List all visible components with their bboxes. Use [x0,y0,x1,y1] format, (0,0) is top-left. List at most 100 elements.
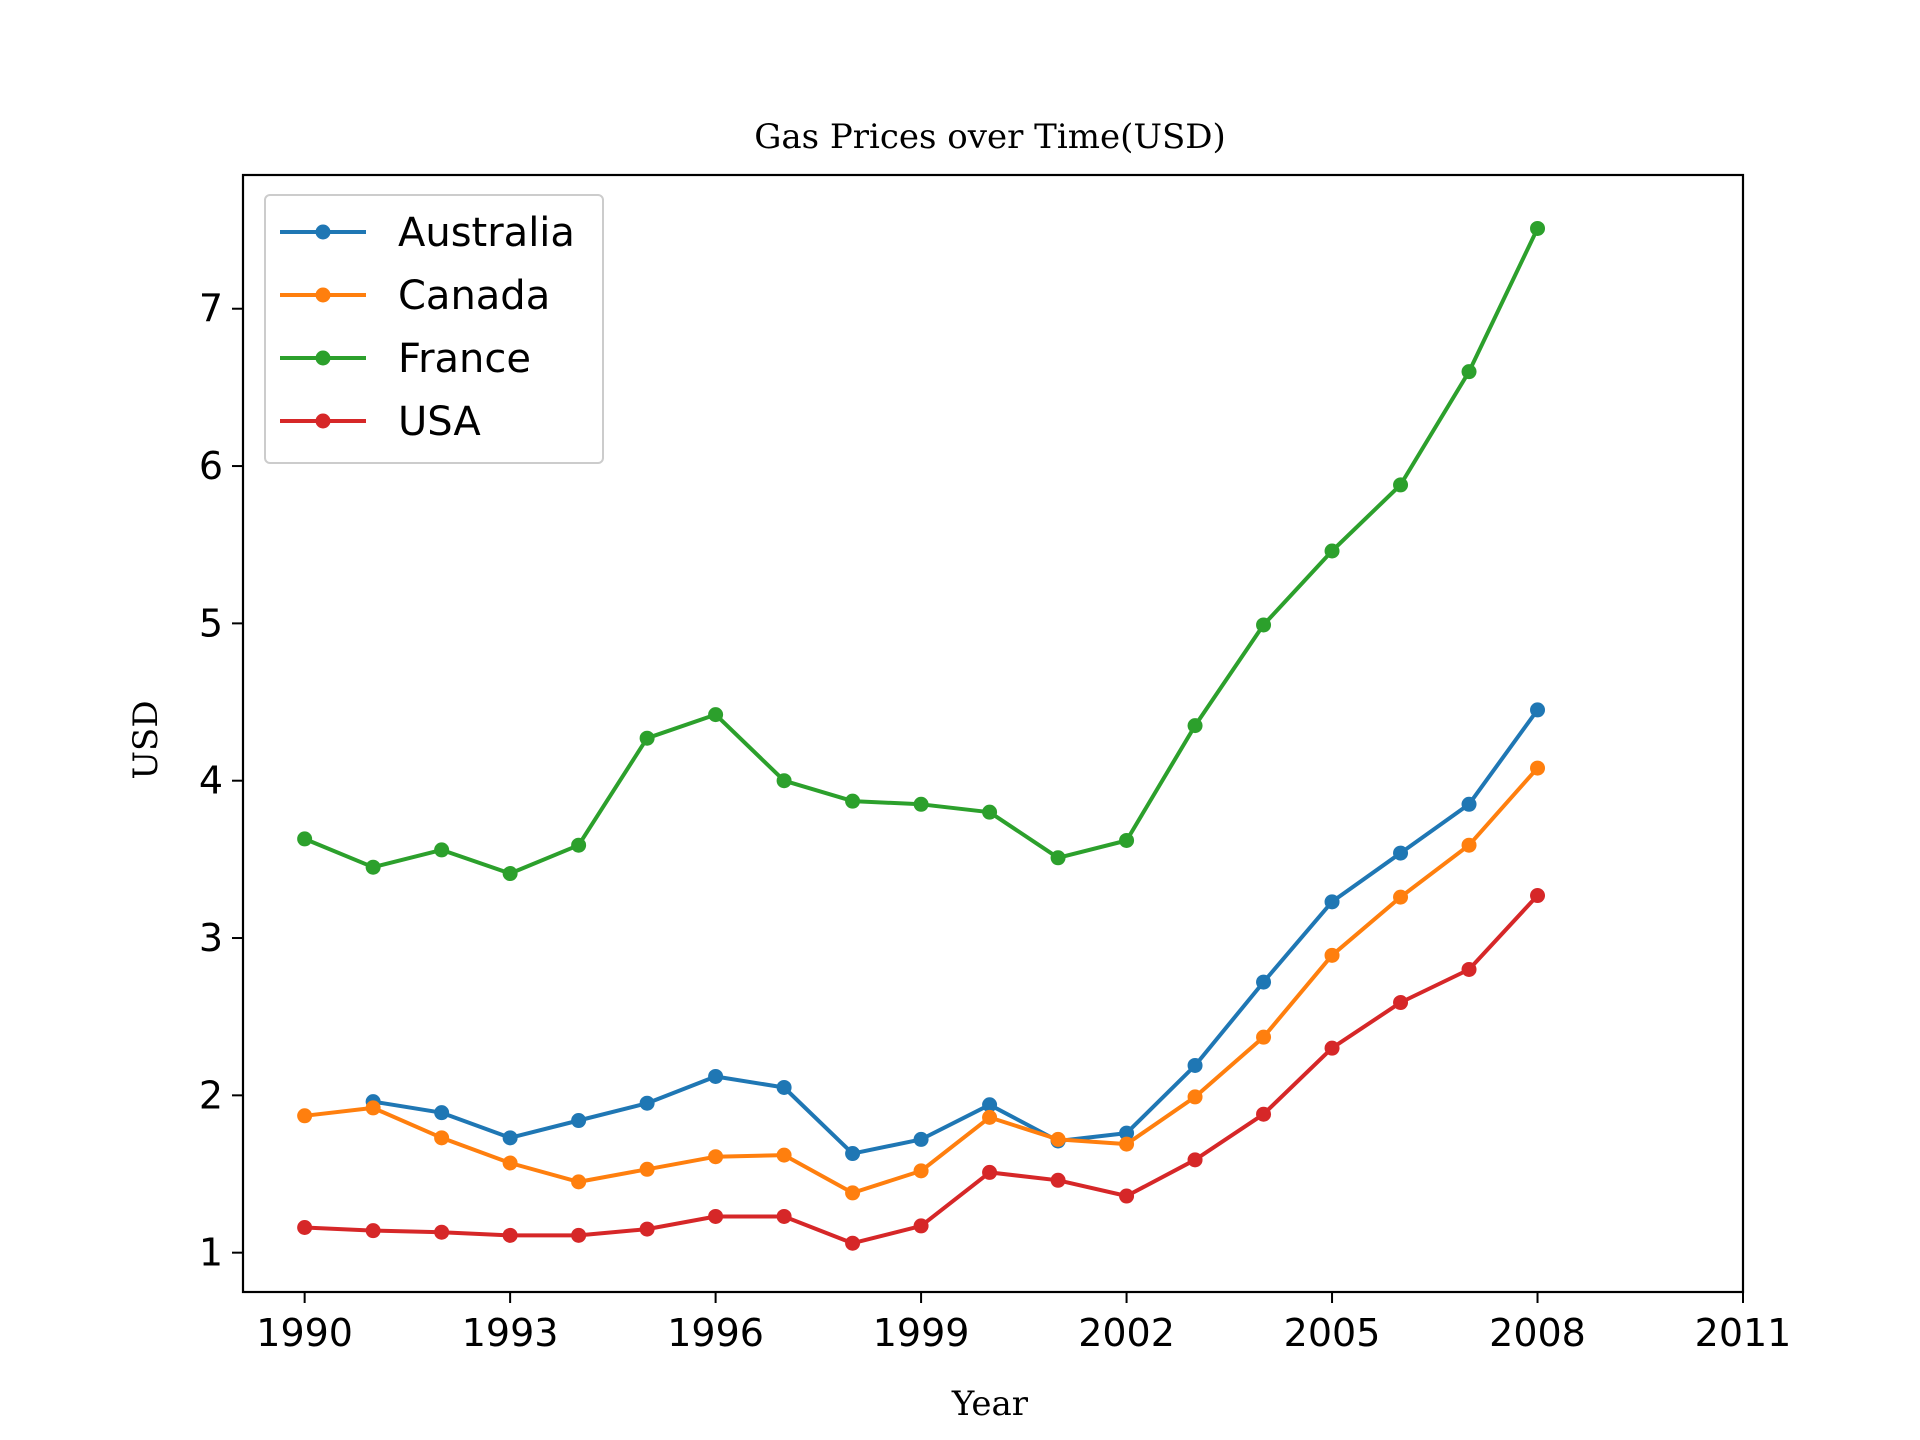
data-point-france [502,866,518,882]
data-point-canada [571,1174,587,1190]
data-point-australia [1393,845,1409,861]
data-point-australia [913,1131,929,1147]
series-canada [297,760,1546,1201]
data-point-france [708,707,724,723]
data-point-australia [845,1146,861,1162]
x-tick-label: 1990 [256,1311,353,1355]
legend-label-canada: Canada [398,273,550,319]
data-point-canada [776,1147,792,1163]
data-point-usa [434,1224,450,1240]
data-point-france [1461,364,1477,380]
data-point-usa [1256,1106,1272,1122]
y-axis-label: USD [126,700,166,779]
legend-label-usa: USA [398,399,481,445]
y-tick-label: 1 [199,1231,223,1275]
data-point-france [434,842,450,858]
data-point-australia [708,1068,724,1084]
y-tick-label: 7 [199,287,223,331]
data-point-usa [639,1221,655,1237]
data-point-canada [708,1149,724,1165]
y-tick-label: 2 [199,1073,223,1117]
data-point-usa [571,1227,587,1243]
data-point-canada [1119,1136,1135,1152]
data-point-usa [1187,1152,1203,1168]
legend-box [264,194,604,464]
data-point-canada [434,1130,450,1146]
x-tick-label: 1996 [667,1311,764,1355]
data-point-usa [982,1164,998,1180]
data-point-canada [502,1155,518,1171]
y-tick-label: 3 [199,916,223,960]
data-point-usa [365,1223,381,1239]
data-point-france [365,859,381,875]
data-point-usa [502,1227,518,1243]
x-tick-label: 1999 [873,1311,970,1355]
data-point-australia [982,1097,998,1113]
legend-label-australia: Australia [398,210,575,256]
data-point-usa [297,1219,313,1235]
data-point-australia [1324,894,1340,910]
series-france [297,220,1546,882]
series-line-australia [372,708,1540,1156]
data-point-australia [776,1079,792,1095]
chart-title: Gas Prices over Time(USD) [754,117,1226,157]
data-point-canada [639,1161,655,1177]
data-point-france [1050,850,1066,866]
data-point-australia [502,1130,518,1146]
data-point-australia [434,1105,450,1121]
data-point-canada [1050,1131,1066,1147]
plot-frame [241,173,1745,1294]
data-point-australia [1187,1057,1203,1073]
x-tick-label: 2011 [1695,1311,1792,1355]
y-tick-label: 4 [199,759,223,803]
y-tick-label: 6 [199,444,223,488]
data-point-france [1119,832,1135,848]
data-point-france [639,730,655,746]
data-point-usa [776,1208,792,1224]
data-point-canada [1324,947,1340,963]
data-point-france [776,773,792,789]
data-point-canada [365,1100,381,1116]
legend-marker-canada [315,287,331,303]
data-point-australia [1256,974,1272,990]
x-axis-label: Year [951,1384,1029,1424]
data-point-usa [1324,1040,1340,1056]
data-point-canada [1530,760,1546,776]
data-point-usa [1119,1188,1135,1204]
data-point-canada [982,1109,998,1125]
data-point-canada [1256,1029,1272,1045]
plot-area [297,220,1546,1251]
x-tick-label: 2002 [1078,1311,1175,1355]
data-point-canada [845,1185,861,1201]
data-point-france [913,796,929,812]
data-point-australia [1461,796,1477,812]
series-usa [297,888,1546,1251]
data-point-australia [639,1095,655,1111]
legend-marker-usa [315,413,331,429]
legend-label-france: France [398,336,531,382]
data-point-usa [845,1235,861,1251]
legend-marker-france [315,350,331,366]
data-point-france [1530,220,1546,236]
data-point-canada [1393,889,1409,905]
data-point-usa [1393,995,1409,1011]
x-tick-label: 2008 [1489,1311,1586,1355]
legend-marker-australia [315,224,331,240]
data-point-australia [1530,702,1546,718]
data-point-france [1324,543,1340,559]
x-tick-label: 2005 [1284,1311,1381,1355]
data-point-france [297,831,313,847]
data-point-usa [1530,888,1546,904]
data-point-australia [571,1113,587,1129]
data-point-france [1393,477,1409,493]
x-tick-label: 1993 [462,1311,559,1355]
data-point-france [1256,617,1272,633]
data-point-usa [913,1218,929,1234]
y-tick-label: 5 [199,601,223,645]
data-point-canada [1461,837,1477,853]
data-point-france [982,804,998,820]
data-point-usa [1461,961,1477,977]
data-point-france [571,837,587,853]
data-point-usa [1050,1172,1066,1188]
